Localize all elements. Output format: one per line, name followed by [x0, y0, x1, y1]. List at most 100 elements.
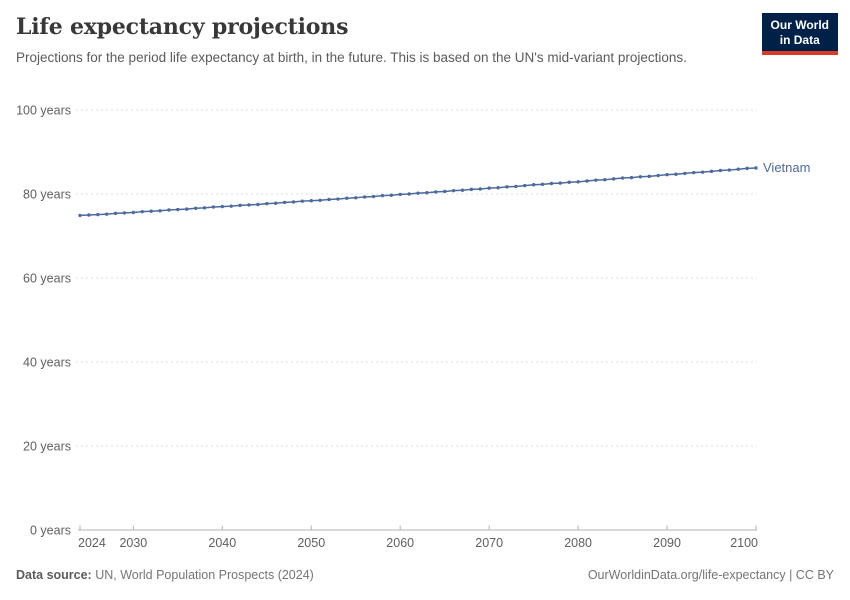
x-axis-tick-label: 2090	[653, 536, 681, 550]
data-point	[104, 212, 109, 216]
data-point	[567, 180, 571, 184]
owid-logo-line2: in Data	[779, 33, 820, 47]
chart-subtitle: Projections for the period life expectan…	[16, 50, 687, 65]
data-point	[700, 170, 705, 174]
data-point	[327, 197, 331, 202]
data-point	[629, 175, 634, 180]
data-point	[558, 181, 563, 185]
credit-link[interactable]: OurWorldinData.org/life-expectancy | CC …	[587, 568, 834, 582]
data-point	[273, 201, 278, 205]
data-point	[683, 171, 687, 176]
data-point	[149, 209, 153, 213]
chart-title: Life expectancy projections	[16, 14, 349, 40]
x-axis-tick-label: 2060	[386, 536, 414, 550]
data-point	[398, 192, 402, 197]
data-point	[656, 173, 660, 178]
data-point	[78, 213, 82, 218]
data-point	[611, 177, 616, 181]
data-point	[505, 185, 509, 189]
data-point	[282, 200, 287, 205]
chart-header: Life expectancy projections Projections …	[16, 14, 740, 68]
x-axis-tick-label: 2024	[78, 536, 106, 550]
data-point	[549, 181, 554, 186]
data-source-label: Data source:	[16, 568, 92, 582]
data-point	[362, 195, 367, 199]
data-point	[594, 178, 598, 182]
data-point	[576, 180, 580, 184]
data-point	[336, 197, 340, 201]
data-point	[531, 183, 536, 187]
data-point	[674, 172, 678, 176]
data-point	[300, 199, 305, 203]
y-axis-tick-label: 60 years	[23, 272, 71, 286]
data-point	[318, 198, 322, 202]
data-point	[247, 203, 251, 207]
data-point	[745, 166, 749, 171]
data-point	[603, 178, 607, 182]
data-point	[718, 168, 723, 173]
x-axis-tick-label: 2050	[297, 536, 325, 550]
data-point	[692, 170, 696, 175]
y-axis-tick-label: 40 years	[23, 356, 71, 370]
data-point	[309, 199, 313, 203]
y-axis-tick-label: 80 years	[23, 188, 71, 202]
y-axis-tick-label: 0 years	[30, 524, 71, 538]
x-axis-tick-label: 2070	[475, 536, 503, 550]
data-point	[434, 190, 438, 194]
series-label-vietnam: Vietnam	[763, 160, 810, 175]
data-point	[478, 187, 482, 191]
data-point	[193, 206, 198, 210]
data-point	[425, 191, 429, 195]
data-point	[158, 209, 162, 213]
data-point	[754, 166, 758, 170]
chart-footer: Data source: UN, World Population Prospe…	[16, 568, 834, 582]
x-axis-tick-label: 2080	[564, 536, 592, 550]
data-source-text: UN, World Population Prospects (2024)	[91, 568, 314, 582]
data-point	[727, 168, 732, 172]
data-point	[416, 191, 420, 195]
data-point	[665, 172, 669, 177]
data-point	[185, 207, 189, 211]
data-point	[736, 167, 740, 171]
data-point	[620, 176, 625, 180]
y-axis-tick-label: 20 years	[23, 440, 71, 454]
owid-logo-line1: Our World	[770, 18, 829, 32]
data-point	[523, 183, 527, 188]
data-point	[176, 207, 180, 212]
data-point	[211, 205, 216, 209]
x-axis-tick-label: 2030	[119, 536, 147, 550]
data-point	[96, 212, 100, 217]
data-point	[140, 209, 144, 214]
data-point	[469, 187, 474, 192]
data-point	[238, 203, 242, 208]
data-point	[380, 193, 385, 198]
data-point	[407, 192, 411, 196]
y-axis-tick-label: 100 years	[16, 104, 71, 118]
data-point	[345, 196, 349, 200]
x-axis-tick-label: 2100	[730, 536, 758, 550]
data-source: Data source: UN, World Population Prospe…	[16, 568, 314, 582]
data-point	[220, 204, 225, 209]
data-point	[291, 200, 296, 204]
data-point	[113, 211, 118, 216]
data-point	[371, 194, 376, 199]
data-point	[87, 213, 91, 217]
data-point	[460, 188, 465, 192]
data-point	[354, 196, 358, 200]
owid-logo: Our World in Data	[761, 13, 838, 55]
data-point	[647, 174, 651, 179]
data-point	[496, 186, 500, 190]
data-point	[256, 202, 260, 207]
data-point	[487, 186, 491, 190]
data-point	[265, 201, 269, 206]
data-point	[540, 182, 545, 187]
data-point	[229, 204, 233, 208]
data-point	[202, 206, 207, 210]
data-point	[442, 189, 447, 194]
x-axis-tick-label: 2040	[208, 536, 236, 550]
data-point	[709, 169, 714, 174]
data-point	[451, 188, 456, 193]
data-point	[638, 175, 643, 179]
